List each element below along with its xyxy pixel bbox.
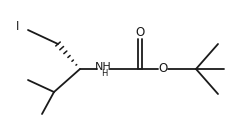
- Text: O: O: [136, 25, 144, 39]
- Text: NH: NH: [94, 62, 112, 72]
- Text: I: I: [16, 20, 20, 32]
- Text: H: H: [101, 70, 107, 79]
- Text: O: O: [158, 62, 168, 76]
